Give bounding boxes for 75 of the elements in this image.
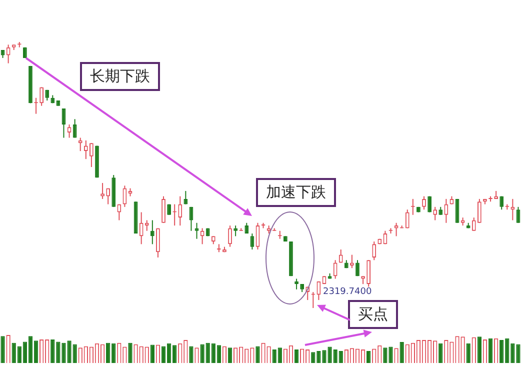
candlestick [100,182,104,200]
bar [500,340,504,363]
bar [216,345,222,363]
bar [12,342,16,363]
annotation: 买点 [348,300,398,329]
candlestick [6,44,10,64]
bar [112,343,116,363]
bar [516,344,520,363]
bar [333,350,338,363]
bar [0,336,5,363]
bar [383,348,388,363]
candlestick [150,220,154,245]
candlestick [500,196,504,210]
bar [294,350,299,363]
candlestick [106,188,110,205]
candlestick [366,260,371,288]
bar [200,344,204,363]
bar [228,348,232,363]
candlestick [162,196,166,224]
bar [17,346,22,363]
candlestick [184,190,188,205]
bar [322,350,326,363]
candlestick [72,118,77,138]
candlestick [194,222,199,240]
bar [338,350,343,363]
candlestick [472,217,476,232]
candlestick [234,225,238,237]
bar [278,348,282,363]
bar [400,342,404,363]
bar [256,346,260,363]
candlestick [422,196,426,210]
bar [211,343,216,363]
bar [477,336,482,363]
bar [328,346,332,363]
bar [62,342,66,363]
candlestick [84,140,88,160]
bar [438,343,443,363]
bar [466,343,470,363]
bar [366,350,371,363]
bar [106,342,110,363]
bar [510,343,515,363]
bar [67,340,72,363]
candlestick [40,86,44,106]
candlestick [178,196,182,226]
bar [505,338,510,363]
bar [50,339,55,363]
bar [72,344,77,363]
candlestick [228,225,232,248]
bar [316,350,321,363]
annotation: 加速下跌 [256,178,336,207]
bar [311,352,316,363]
candlestick [117,204,122,221]
bar [56,342,60,363]
bar [128,342,132,363]
candlestick [477,198,482,224]
candlestick [356,260,360,277]
bar [388,346,393,363]
candlestick [333,260,338,280]
candlestick [444,198,448,224]
annotation: 长期下跌 [80,62,160,91]
candlestick [405,209,410,229]
candlestick [90,142,94,168]
candlestick [433,206,438,221]
annotation: 2319.7400 [323,287,372,298]
candlestick [139,212,144,245]
bar [150,344,154,363]
bar [206,342,210,363]
bar [189,346,194,363]
bar [488,338,493,363]
bar [172,345,177,363]
bar [272,350,276,363]
candlestick [250,233,254,250]
candlestick [338,248,343,264]
candlestick [156,228,160,258]
candlestick [372,241,376,261]
